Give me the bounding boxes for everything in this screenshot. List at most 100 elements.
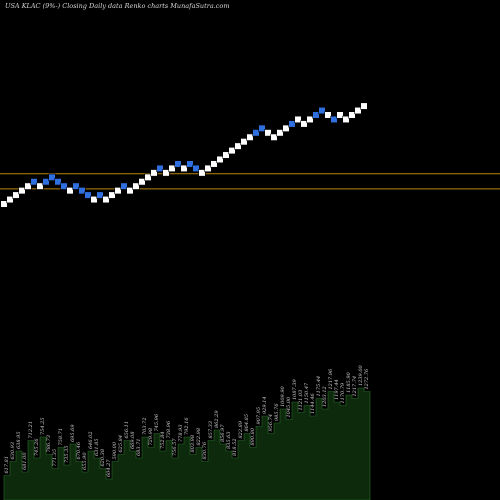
price-label: 929.14 [262,397,268,415]
price-label: 1121.03 [298,390,304,411]
price-label: 604.27 [106,459,112,477]
price-label: 669.08 [130,432,136,450]
renko-brick-up [132,182,140,190]
renko-brick-up [324,111,332,119]
renko-brick-up [108,191,116,199]
price-label: 803.98 [190,435,196,453]
renko-brick-down [174,160,182,168]
price-label: 1009.90 [280,386,286,407]
price-label: 1197.44 [334,379,340,400]
price-label: 729.98 [148,428,154,446]
price-label: 792.16 [184,417,190,435]
renko-brick-up [336,111,344,119]
price-label: 856.97 [220,424,226,442]
renko-brick-down [84,191,92,199]
price-label: 771.35 [52,449,58,467]
volume-fill [3,387,371,500]
renko-brick-down [192,164,200,173]
price-label: 703.72 [142,418,148,436]
renko-brick-up [354,106,362,115]
renko-brick-up [348,111,356,119]
renko-brick-up [114,187,122,195]
price-label: 656.11 [124,421,130,439]
renko-brick-up [276,129,284,137]
renko-brick-up [216,155,224,164]
price-label: 778.93 [178,425,184,443]
renko-brick-up [264,129,272,137]
price-label: 857.33 [208,421,214,439]
renko-brick-up [180,164,188,173]
renko-brick-up [144,173,152,181]
renko-brick-up [12,191,20,199]
renko-brick-down [252,129,260,137]
renko-brick-up [234,142,242,150]
price-label: 1203.12 [322,386,328,407]
renko-brick-down [42,178,50,186]
renko-brick-down [186,160,194,168]
volume-area [3,387,371,500]
price-label: 786.73 [46,435,52,453]
price-label: 1272.76 [364,368,370,389]
price-label: 683.71 [136,439,142,457]
price-label: 1170.79 [340,382,346,403]
price-label: 1144.46 [310,393,316,414]
price-label: 822.98 [196,428,202,446]
price-label: 835.63 [226,432,232,450]
renko-brick-up [270,133,278,141]
renko-brick-down [72,182,80,190]
chart-title: USA KLAC (9%-) Closing Daily data Renko … [5,2,229,10]
renko-brick-up [240,138,248,146]
price-label: 818.52 [232,439,238,457]
renko-brick-up [66,187,74,195]
renko-brick-up [246,133,254,141]
renko-brick-up [294,115,302,124]
renko-brick-up [150,169,158,177]
renko-brick-down [318,106,326,115]
renko-brick-down [54,178,62,186]
price-label: 830.76 [202,441,208,459]
renko-brick-up [162,169,170,177]
price-label: 681.00 [22,452,28,470]
renko-brick-up [126,187,134,195]
price-label: 738.96 [166,420,172,438]
renko-brick-up [210,160,218,168]
renko-brick-down [60,182,68,190]
renko-brick-down [156,164,164,173]
price-label: 1239.00 [358,365,364,386]
renko-brick-up [90,195,98,204]
renko-brick-down [288,120,296,128]
renko-brick-down [96,191,104,199]
renko-brick-up [222,151,230,159]
price-label: 1217.74 [352,376,358,397]
renko-brick-up [18,187,26,195]
price-label: 1150.47 [304,382,310,403]
price-label: 1045.00 [286,396,292,417]
renko-brick-up [282,124,290,132]
price-label: 625.84 [118,435,124,453]
renko-brick-down [312,111,320,119]
renko-brick-down [78,187,86,195]
price-label: 617.81 [4,456,10,474]
price-label: 712.21 [28,421,34,439]
price-label: 756.57 [172,438,178,456]
price-label: 655.90 [82,452,88,470]
renko-brick-up [24,182,32,190]
renko-brick-up [204,164,212,173]
price-label: 631.85 [94,439,100,457]
price-label: 822.89 [238,420,244,438]
renko-brick-down [258,124,266,132]
price-label: 695.69 [70,424,76,442]
price-label: 1185.90 [346,372,352,393]
price-label: 890.80 [250,427,256,445]
renko-brick-up [306,115,314,124]
renko-brick-up [36,182,44,190]
price-label: 864.85 [244,414,250,432]
renko-brick-up [360,102,368,110]
price-label: 646.02 [88,432,94,450]
price-label: 638.95 [16,432,22,450]
renko-brick-down [330,115,338,124]
price-label: 1087.39 [292,379,298,400]
